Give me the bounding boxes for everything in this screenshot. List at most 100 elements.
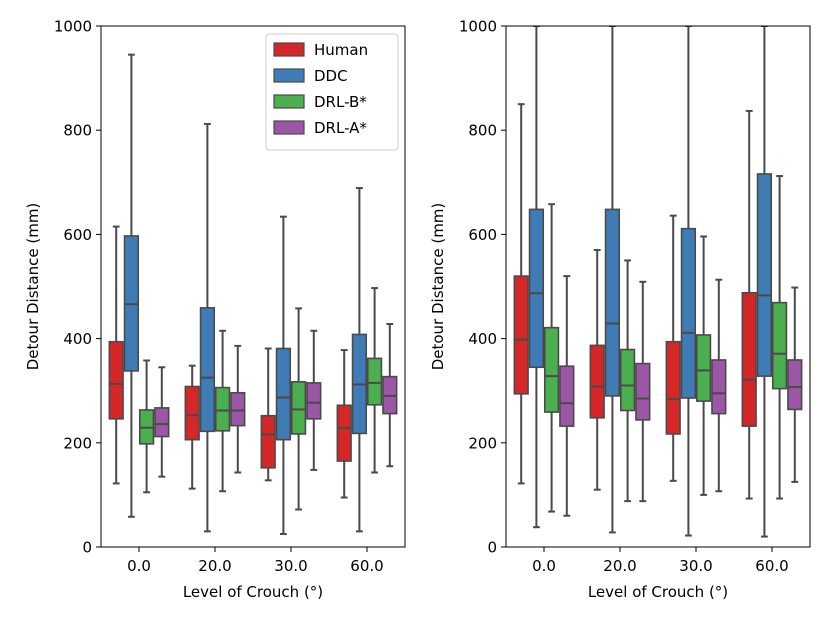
box-iqr bbox=[184, 385, 200, 441]
axes-frame bbox=[100, 25, 406, 548]
box-human-0.0 bbox=[108, 225, 124, 485]
box-human-60.0 bbox=[336, 349, 352, 499]
box-iqr bbox=[290, 381, 307, 435]
boxes-group bbox=[513, 26, 803, 538]
box-drla-60.0 bbox=[787, 286, 803, 483]
box-drla-20.0 bbox=[635, 280, 651, 503]
y-axis-label: Detour Distance (mm) bbox=[429, 203, 447, 371]
box-human-30.0 bbox=[665, 214, 681, 482]
legend-swatch-human bbox=[273, 42, 305, 57]
box-iqr bbox=[306, 382, 322, 420]
axes-frame bbox=[505, 25, 811, 548]
box-human-20.0 bbox=[589, 249, 605, 491]
box-ddc-30.0 bbox=[275, 215, 292, 535]
legend-swatch-ddc bbox=[273, 68, 305, 83]
box-iqr bbox=[528, 208, 545, 369]
box-drlb-60.0 bbox=[771, 175, 788, 500]
y-tick-label: 800 bbox=[63, 122, 92, 140]
y-tick-label: 0 bbox=[487, 539, 497, 557]
box-iqr bbox=[366, 357, 383, 406]
box-iqr bbox=[543, 326, 560, 413]
x-tick-label: 30.0 bbox=[679, 557, 712, 575]
left-panel: 0 200 400 600 800 1000 0.0 20.0 30.0 60.0 Level of… bbox=[24, 18, 406, 601]
y-tick-label: 800 bbox=[468, 122, 497, 140]
box-iqr bbox=[665, 340, 681, 435]
box-iqr bbox=[108, 340, 124, 420]
box-human-0.0 bbox=[513, 103, 529, 485]
x-axis-label: Level of Crouch (°) bbox=[183, 583, 323, 601]
box-drlb-30.0 bbox=[290, 307, 307, 511]
box-drlb-60.0 bbox=[366, 287, 383, 474]
box-iqr bbox=[214, 386, 231, 432]
legend-swatch-drlb bbox=[273, 94, 305, 109]
box-ddc-20.0 bbox=[199, 122, 216, 533]
x-tick-label: 30.0 bbox=[274, 557, 307, 575]
box-iqr bbox=[275, 347, 292, 441]
x-tick-label: 60.0 bbox=[350, 557, 383, 575]
y-tick-label: 1000 bbox=[459, 18, 497, 36]
box-drlb-20.0 bbox=[214, 329, 231, 493]
box-iqr bbox=[154, 407, 170, 438]
legend-label: DDC bbox=[314, 67, 348, 85]
box-iqr bbox=[336, 404, 352, 462]
y-tick-label: 600 bbox=[468, 226, 497, 244]
box-iqr bbox=[695, 334, 712, 402]
box-drla-30.0 bbox=[306, 329, 322, 471]
box-ddc-30.0 bbox=[680, 26, 697, 537]
box-iqr bbox=[619, 348, 636, 412]
box-iqr bbox=[199, 307, 216, 433]
x-tick-label: 0.0 bbox=[127, 557, 151, 575]
box-ddc-0.0 bbox=[123, 53, 140, 518]
box-iqr bbox=[680, 227, 697, 399]
y-axis-label: Detour Distance (mm) bbox=[24, 203, 42, 371]
x-axis-label: Level of Crouch (°) bbox=[588, 583, 728, 601]
box-ddc-60.0 bbox=[351, 187, 368, 533]
box-drlb-0.0 bbox=[138, 359, 155, 494]
box-iqr bbox=[711, 359, 727, 415]
box-drla-60.0 bbox=[382, 323, 398, 468]
box-iqr bbox=[635, 362, 651, 421]
box-iqr bbox=[771, 301, 788, 390]
box-iqr bbox=[559, 365, 575, 427]
x-tick-label: 20.0 bbox=[603, 557, 636, 575]
y-tick-label: 400 bbox=[468, 330, 497, 348]
box-iqr bbox=[513, 275, 529, 395]
box-iqr bbox=[230, 391, 246, 427]
box-ddc-60.0 bbox=[756, 26, 773, 538]
legend-swatch-drla bbox=[273, 120, 305, 135]
x-tick-label: 0.0 bbox=[532, 557, 556, 575]
legend: Human DDC DRL-B* DRL-A* bbox=[265, 33, 399, 151]
y-tick-label: 600 bbox=[63, 226, 92, 244]
box-drlb-0.0 bbox=[543, 203, 560, 513]
y-tick-label: 200 bbox=[63, 434, 92, 452]
box-drla-20.0 bbox=[230, 344, 246, 474]
x-tick-label: 20.0 bbox=[198, 557, 231, 575]
y-tick-label: 0 bbox=[82, 539, 92, 557]
box-iqr bbox=[787, 359, 803, 411]
y-tick-label: 1000 bbox=[54, 18, 92, 36]
box-iqr bbox=[756, 173, 773, 377]
box-iqr bbox=[741, 291, 757, 427]
right-panel: 0 200 400 600 800 1000 0.0 20.0 30.0 60.0 Level of… bbox=[429, 18, 811, 601]
box-iqr bbox=[260, 414, 276, 469]
box-drla-0.0 bbox=[154, 366, 170, 478]
box-iqr bbox=[589, 344, 605, 419]
box-drlb-20.0 bbox=[619, 259, 636, 503]
legend-label: Human bbox=[314, 41, 368, 59]
box-drlb-30.0 bbox=[695, 235, 712, 496]
legend-label: DRL-A* bbox=[314, 119, 367, 137]
box-human-60.0 bbox=[741, 109, 757, 500]
y-tick-label: 200 bbox=[468, 434, 497, 452]
box-drla-0.0 bbox=[559, 275, 575, 517]
legend-label: DRL-B* bbox=[314, 93, 367, 111]
box-human-30.0 bbox=[260, 347, 276, 482]
box-drla-30.0 bbox=[711, 278, 727, 493]
box-ddc-0.0 bbox=[528, 26, 545, 529]
box-ddc-20.0 bbox=[604, 26, 621, 534]
box-human-20.0 bbox=[184, 364, 200, 490]
boxes-group bbox=[108, 53, 398, 535]
x-tick-label: 60.0 bbox=[755, 557, 788, 575]
y-tick-label: 400 bbox=[63, 330, 92, 348]
box-iqr bbox=[604, 208, 621, 397]
